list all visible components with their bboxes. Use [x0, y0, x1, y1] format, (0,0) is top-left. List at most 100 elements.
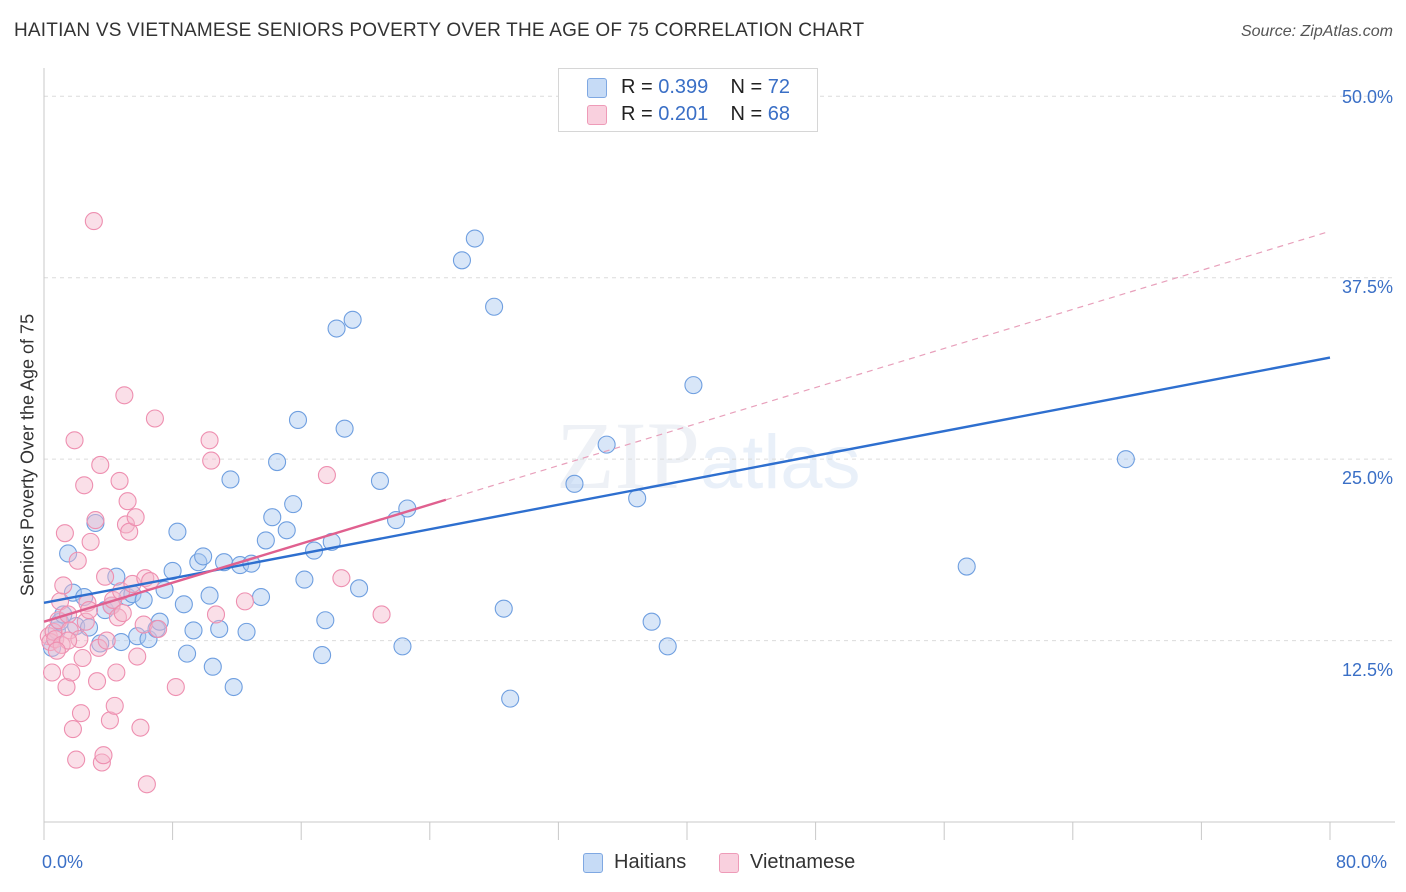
haitians-point	[263, 508, 282, 527]
vietnamese-point	[200, 431, 219, 450]
haitians-point	[370, 471, 390, 490]
vietnamese-point	[235, 592, 254, 611]
vietnamese-point	[92, 753, 111, 772]
vietnamese-point	[87, 672, 107, 691]
vietnamese-point	[47, 641, 66, 660]
y-tick-label: 12.5%	[1341, 660, 1393, 680]
haitians-point	[1116, 450, 1135, 469]
haitians-point	[256, 531, 275, 550]
haitians-point	[178, 644, 197, 663]
vietnamese-point	[62, 663, 81, 682]
vietnamese-point	[68, 551, 87, 570]
haitians-point	[295, 570, 314, 589]
vietnamese-point	[67, 750, 86, 769]
vietnamese-point	[54, 576, 73, 595]
vietnamese-point	[105, 696, 124, 715]
haitians-point	[251, 587, 271, 607]
haitians-point	[393, 637, 412, 656]
haitians-point	[501, 689, 520, 708]
chart-title: HAITIAN VS VIETNAMESE SENIORS POVERTY OV…	[14, 20, 865, 41]
haitians-point	[335, 419, 354, 438]
vietnamese-point	[59, 631, 78, 650]
vietnamese-trend-line	[43, 498, 447, 623]
haitians-point	[128, 627, 147, 646]
haitians-point	[658, 637, 677, 656]
haitians-point	[485, 297, 504, 316]
vietnamese-point	[149, 619, 168, 639]
bottom-legend-label: Haitians	[614, 851, 687, 873]
vietnamese-point	[372, 605, 391, 624]
vietnamese-point	[137, 775, 156, 794]
vietnamese-point	[128, 647, 147, 666]
legend-n-label: N =	[730, 76, 763, 98]
haitians-point	[597, 435, 616, 454]
vietnamese-point	[84, 212, 103, 231]
haitians-point	[494, 599, 513, 618]
haitians-point	[189, 553, 208, 572]
vietnamese-point	[91, 455, 110, 474]
vietnamese-point	[134, 615, 153, 634]
vietnamese-point	[65, 431, 84, 450]
vietnamese-point	[63, 720, 82, 739]
vietnamese-point	[94, 746, 113, 765]
vietnamese-trend-extension	[445, 230, 1331, 501]
vietnamese-point	[145, 409, 164, 428]
source-label: Source: ZipAtlas.com	[1240, 23, 1393, 40]
legend-n-label: N =	[730, 103, 763, 125]
legend: R = 0.399 N = 72 R = 0.201 N = 68	[558, 68, 818, 132]
vietnamese-point	[44, 622, 63, 641]
vietnamese-point	[113, 603, 132, 623]
haitians-point	[327, 319, 346, 338]
x-tick-label-max: 80.0%	[1336, 852, 1388, 872]
vietnamese-point	[42, 663, 62, 682]
haitians-point	[59, 544, 78, 563]
vietnamese-point	[115, 386, 134, 405]
haitians-point	[628, 489, 647, 508]
haitians-point	[350, 579, 369, 598]
vietnamese-point	[81, 532, 100, 551]
haitians-point	[174, 595, 193, 614]
haitians-point	[112, 632, 131, 652]
legend-swatch-haitians	[583, 853, 603, 873]
legend-n-value: 72	[767, 76, 791, 98]
legend-n-value: 68	[767, 103, 791, 125]
haitians-point	[200, 586, 219, 605]
y-tick-label: 25.0%	[1341, 468, 1393, 488]
vietnamese-point	[57, 677, 76, 697]
vietnamese-point	[206, 605, 226, 624]
haitians-point	[316, 611, 335, 630]
legend-r-label: R =	[621, 103, 653, 125]
vietnamese-point	[202, 451, 221, 470]
haitians-point	[465, 229, 484, 248]
legend-r-value: 0.399	[658, 76, 709, 98]
y-tick-label: 37.5%	[1341, 277, 1393, 297]
haitians-point	[203, 657, 222, 676]
vietnamese-point	[75, 476, 94, 495]
vietnamese-point	[97, 631, 116, 650]
legend-swatch-vietnamese	[587, 105, 607, 125]
haitians-point	[224, 677, 243, 697]
legend-r-value: 0.201	[658, 103, 709, 125]
bottom-legend-label: Vietnamese	[750, 851, 856, 873]
y-axis-label: Seniors Poverty Over the Age of 75	[17, 313, 38, 597]
haitians-point	[277, 521, 296, 540]
haitians-point	[957, 557, 976, 576]
x-tick-label-min: 0.0%	[42, 852, 84, 872]
haitians-point	[684, 376, 703, 395]
haitians-point	[284, 495, 303, 514]
vietnamese-point	[96, 567, 115, 586]
legend-r-label: R =	[621, 76, 653, 98]
haitians-point	[237, 622, 256, 641]
vietnamese-point	[71, 704, 91, 723]
vietnamese-point	[317, 466, 336, 485]
vietnamese-point	[118, 492, 137, 511]
vietnamese-point	[332, 569, 351, 588]
haitians-point	[452, 251, 472, 270]
vietnamese-point	[107, 663, 126, 682]
vietnamese-point	[55, 524, 74, 543]
haitians-point	[313, 646, 332, 665]
haitians-point	[221, 470, 240, 489]
haitians-point	[288, 410, 308, 430]
vietnamese-point	[126, 508, 145, 527]
